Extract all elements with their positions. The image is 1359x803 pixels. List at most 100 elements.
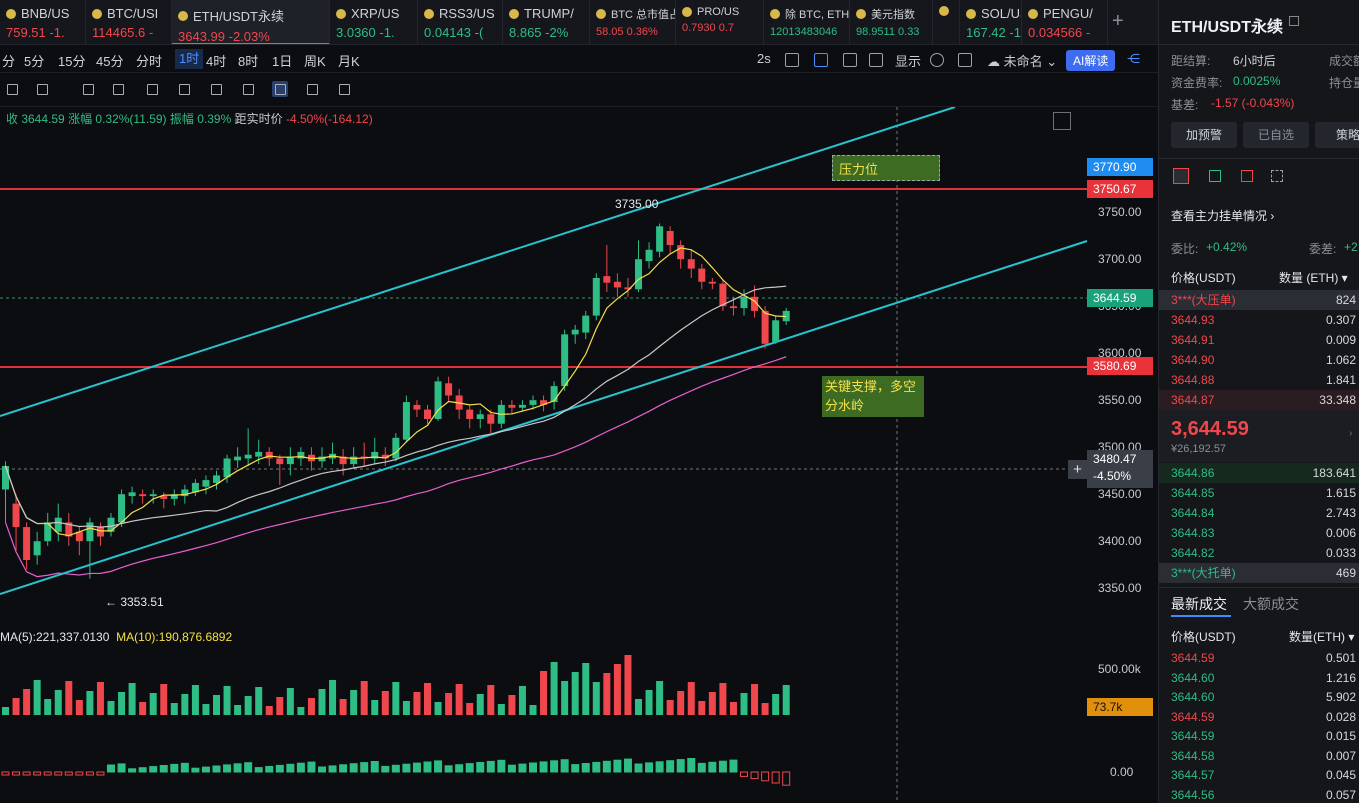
ticker-tab[interactable]: PENGU/0.034566 - [1022, 0, 1108, 44]
watchlist-button[interactable]: 已自选 [1243, 122, 1309, 148]
share-icon[interactable]: ⋲ [1127, 51, 1140, 66]
book-settings-icon[interactable] [1271, 170, 1283, 182]
ticker-price: 98.9511 [856, 26, 895, 38]
orderbook-row[interactable]: 3644.84 2.743 [1159, 503, 1359, 523]
timeframe-option[interactable]: 月K [338, 54, 360, 69]
macd-bar [507, 764, 516, 773]
draw-tool-icon[interactable] [304, 81, 320, 97]
candle-body [276, 458, 284, 465]
book-asks-icon[interactable] [1241, 170, 1253, 182]
add-ticker-button[interactable]: + [1112, 10, 1124, 32]
timeframe-option[interactable]: 周K [304, 54, 326, 69]
coin-icon [92, 8, 102, 19]
camera-icon[interactable] [785, 53, 799, 67]
kline-chart[interactable] [0, 107, 1158, 803]
orderbook-row[interactable]: 3644.85 1.615 [1159, 483, 1359, 503]
col-qty-header[interactable]: 数量 (ETH) ▾ [1279, 271, 1348, 285]
orderbook-row[interactable]: 3***(大压单) 824 [1159, 290, 1359, 310]
draw-tool-icon[interactable] [272, 81, 288, 97]
funding-label: 资金费率: [1171, 76, 1223, 90]
add-alert-button[interactable]: 加预警 [1171, 122, 1237, 148]
draw-tool-icon[interactable] [34, 81, 50, 97]
maximize-icon[interactable] [1053, 112, 1071, 130]
macd-bar [539, 761, 548, 773]
draw-tool-icon[interactable] [240, 81, 256, 97]
orderbook-row[interactable]: 3644.82 0.033 [1159, 543, 1359, 563]
copy-icon[interactable] [1289, 16, 1299, 26]
tab-large-trades[interactable]: 大额成交 [1243, 596, 1299, 612]
depth-link[interactable]: 查看主力挂单情况 › [1171, 209, 1275, 223]
ticker-tab[interactable]: XRP/US 3.0360 -1. [330, 0, 418, 44]
timeframe-option[interactable]: 1日 [272, 54, 293, 69]
draw-tool-icon[interactable] [110, 81, 126, 97]
timeframe-option[interactable]: 15分 [58, 54, 86, 69]
ticker-tab[interactable]: BNB/US 759.51 -1. [0, 0, 86, 44]
macd-bar [708, 761, 717, 773]
settings-icon[interactable] [930, 53, 944, 67]
orderbook-row[interactable]: 3644.90 1.062 [1159, 350, 1359, 370]
ticker-price-row: 12013483046 [770, 26, 849, 38]
ticker-tab[interactable]: SOL/US 167.42 -1. [960, 0, 1022, 44]
book-bids-icon[interactable] [1209, 170, 1221, 182]
timeframe-option[interactable]: 45分 [96, 54, 124, 69]
support-annotation[interactable]: 关键支撑，多空 分水岭 [822, 376, 924, 417]
macd-bar [201, 766, 210, 773]
orderbook-row[interactable]: 3***(大托单) 469 [1159, 563, 1359, 583]
strategy-button[interactable]: 策略 [1315, 122, 1359, 148]
ticker-tab[interactable]: BTC/USI 114465.6 - [86, 0, 172, 44]
ticker-symbol: BNB/US [21, 6, 70, 21]
volume-bar [677, 691, 685, 715]
draw-tool-icon[interactable] [144, 81, 160, 97]
candle-body [170, 494, 178, 499]
ticker-tab[interactable]: RSS3/US 0.04143 -( [418, 0, 503, 44]
crosshair-add-button[interactable]: + [1068, 460, 1087, 479]
draw-tool-icon[interactable] [80, 81, 96, 97]
orderbook-row[interactable]: 3644.87 33.348 [1159, 390, 1359, 410]
layout-select[interactable]: ☁ 未命名 ⌄ [987, 54, 1058, 69]
timeframe-option[interactable]: 8时 [238, 54, 259, 69]
timeframe-option[interactable]: 4时 [206, 54, 227, 69]
candle-body [508, 404, 516, 408]
refresh-interval[interactable]: 2s [757, 51, 771, 66]
orderbook-row[interactable]: 3644.91 0.009 [1159, 330, 1359, 350]
macd-bar [43, 771, 52, 776]
ticker-tab[interactable]: PRO/US 0.7930 0.7 [676, 0, 764, 44]
orderbook-qty: 0.006 [1325, 526, 1356, 540]
timeframe-option[interactable]: 分 [2, 54, 16, 69]
crop-icon[interactable] [843, 53, 857, 67]
expand-icon[interactable] [869, 53, 883, 67]
book-both-icon[interactable] [1173, 168, 1189, 184]
orderbook-row[interactable]: 3644.86 183.641 [1159, 463, 1359, 483]
ticker-tab[interactable]: BTC 总市值占 58.05 0.36% [590, 0, 676, 44]
orderbook-row[interactable]: 3644.88 1.841 [1159, 370, 1359, 390]
ticker-tab[interactable]: 除 BTC, ETH 12013483046 [764, 0, 850, 44]
fullscreen-icon[interactable] [958, 53, 972, 67]
timeframe-option[interactable]: 分时 [136, 54, 163, 69]
draw-tool-icon[interactable] [208, 81, 224, 97]
ticker-tab[interactable]: 美元指数 98.9511 0.33 [850, 0, 933, 44]
macd-bar [286, 763, 295, 773]
ticker-tab[interactable]: ETH/USDT永续 3643.99 -2.03% [172, 0, 330, 44]
candle-body [381, 454, 389, 459]
draw-tool-icon[interactable] [4, 81, 20, 97]
support-text-1: 关键支撑，多空 [825, 379, 917, 394]
timeframe-option[interactable]: 5分 [24, 54, 45, 69]
vol-ma5: MA(5):221,337.0130 [0, 630, 110, 644]
orderbook-row[interactable]: 3644.93 0.307 [1159, 310, 1359, 330]
display-button[interactable]: 显示 [895, 54, 922, 69]
ticker-tab[interactable]: TRUMP/8.865 -2% [503, 0, 590, 44]
pencil-icon[interactable] [814, 53, 828, 67]
ai-analysis-button[interactable]: AI解读 [1066, 50, 1116, 71]
draw-tool-icon[interactable] [336, 81, 352, 97]
macd-bar [476, 762, 485, 773]
trade-col-qty[interactable]: 数量(ETH) ▾ [1289, 630, 1355, 644]
orderbook-row[interactable]: 3644.83 0.006 [1159, 523, 1359, 543]
resistance-annotation[interactable]: 压力位 [832, 155, 940, 181]
timeframe-option[interactable]: 1时 [175, 49, 204, 69]
tab-latest-trades[interactable]: 最新成交 [1171, 596, 1227, 612]
price-axis-tick: 3700.00 [1098, 252, 1142, 267]
draw-tool-icon[interactable] [176, 81, 192, 97]
chevron-right-icon[interactable]: › [1349, 428, 1353, 439]
ticker-tab[interactable] [933, 0, 960, 44]
volume-bar [286, 688, 294, 715]
